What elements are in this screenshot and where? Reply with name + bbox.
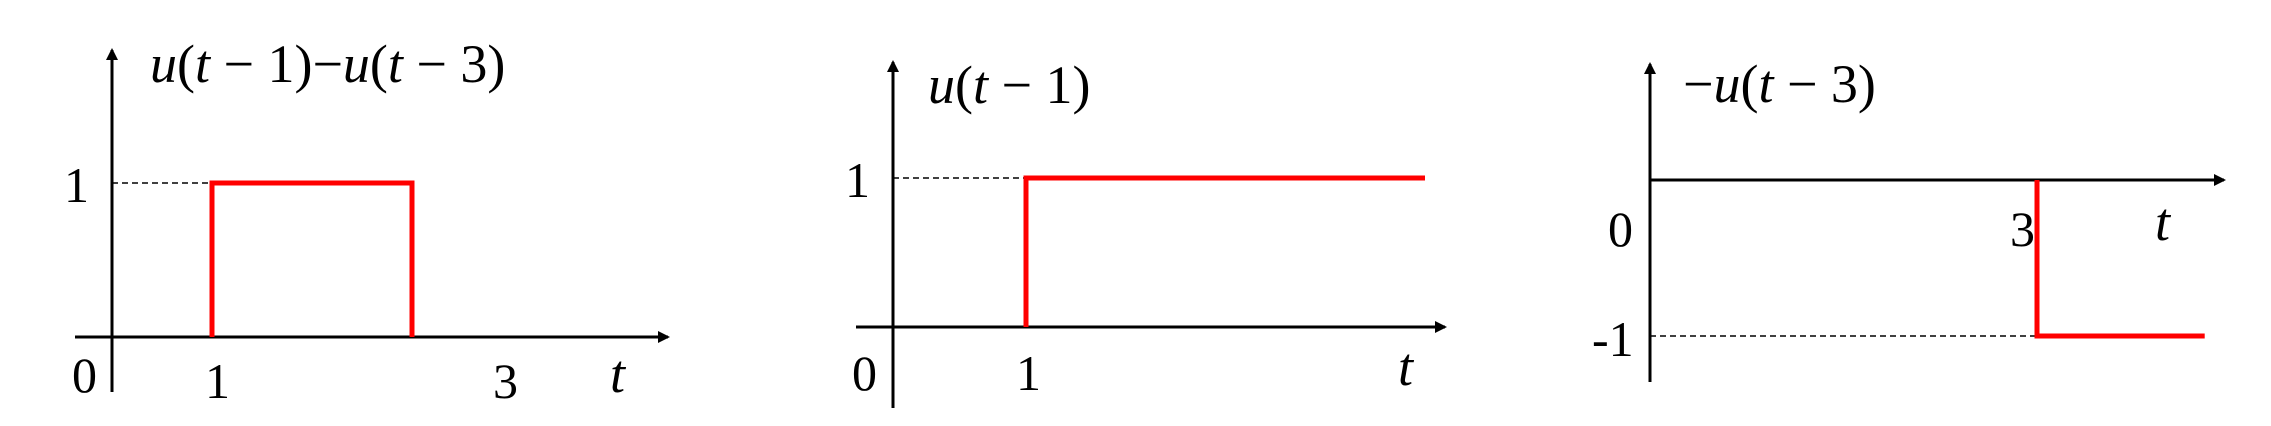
y-tick-label: -1 [1592, 311, 1634, 367]
chart-panel-3: −u(t − 3) 0 -1 3 t [1592, 54, 2226, 382]
chart-panel-2: u(t − 1) 1 0 1 t [845, 55, 1447, 408]
chart-title: u(t − 1) [928, 55, 1090, 115]
title-var-2: t [388, 34, 405, 94]
title-paren: ( [1740, 54, 1758, 114]
y-tick-label: 1 [64, 157, 89, 213]
x-tick-label: 1 [1016, 345, 1041, 401]
title-func: u [928, 55, 955, 115]
title-paren: ( [955, 55, 973, 115]
x-axis-label: t [610, 344, 627, 404]
title-shift: − 1) [988, 55, 1090, 115]
title-minus: − [312, 34, 342, 94]
title-shift-2: − 3) [403, 34, 505, 94]
x-axis-label: t [2155, 192, 2172, 252]
x-axis-label: t [1398, 337, 1415, 397]
chart-panel-1: u(t − 1)−u(t − 3) 1 0 1 3 t [64, 34, 670, 409]
title-shift-1: − 1) [210, 34, 312, 94]
origin-label: 0 [1608, 201, 1633, 257]
chart-title: −u(t − 3) [1683, 54, 1876, 114]
x-tick-label: 1 [205, 353, 230, 409]
origin-label: 0 [72, 347, 97, 403]
title-func-2: u [343, 34, 370, 94]
title-minus: − [1683, 54, 1713, 114]
x-tick-label: 3 [2010, 201, 2035, 257]
title-paren-1: ( [177, 34, 195, 94]
x-tick-label: 3 [493, 353, 518, 409]
chart-title: u(t − 1)−u(t − 3) [150, 34, 505, 94]
signal-line [1023, 175, 1425, 327]
title-func: u [1713, 54, 1740, 114]
signal-line [2034, 180, 2205, 339]
title-var: t [1758, 54, 1775, 114]
origin-label: 0 [852, 345, 877, 401]
title-shift: − 3) [1773, 54, 1875, 114]
title-func-1: u [150, 34, 177, 94]
title-var-1: t [195, 34, 212, 94]
title-var: t [973, 55, 990, 115]
signal-line [209, 180, 415, 337]
title-paren-2: ( [370, 34, 388, 94]
y-tick-label: 1 [845, 152, 870, 208]
